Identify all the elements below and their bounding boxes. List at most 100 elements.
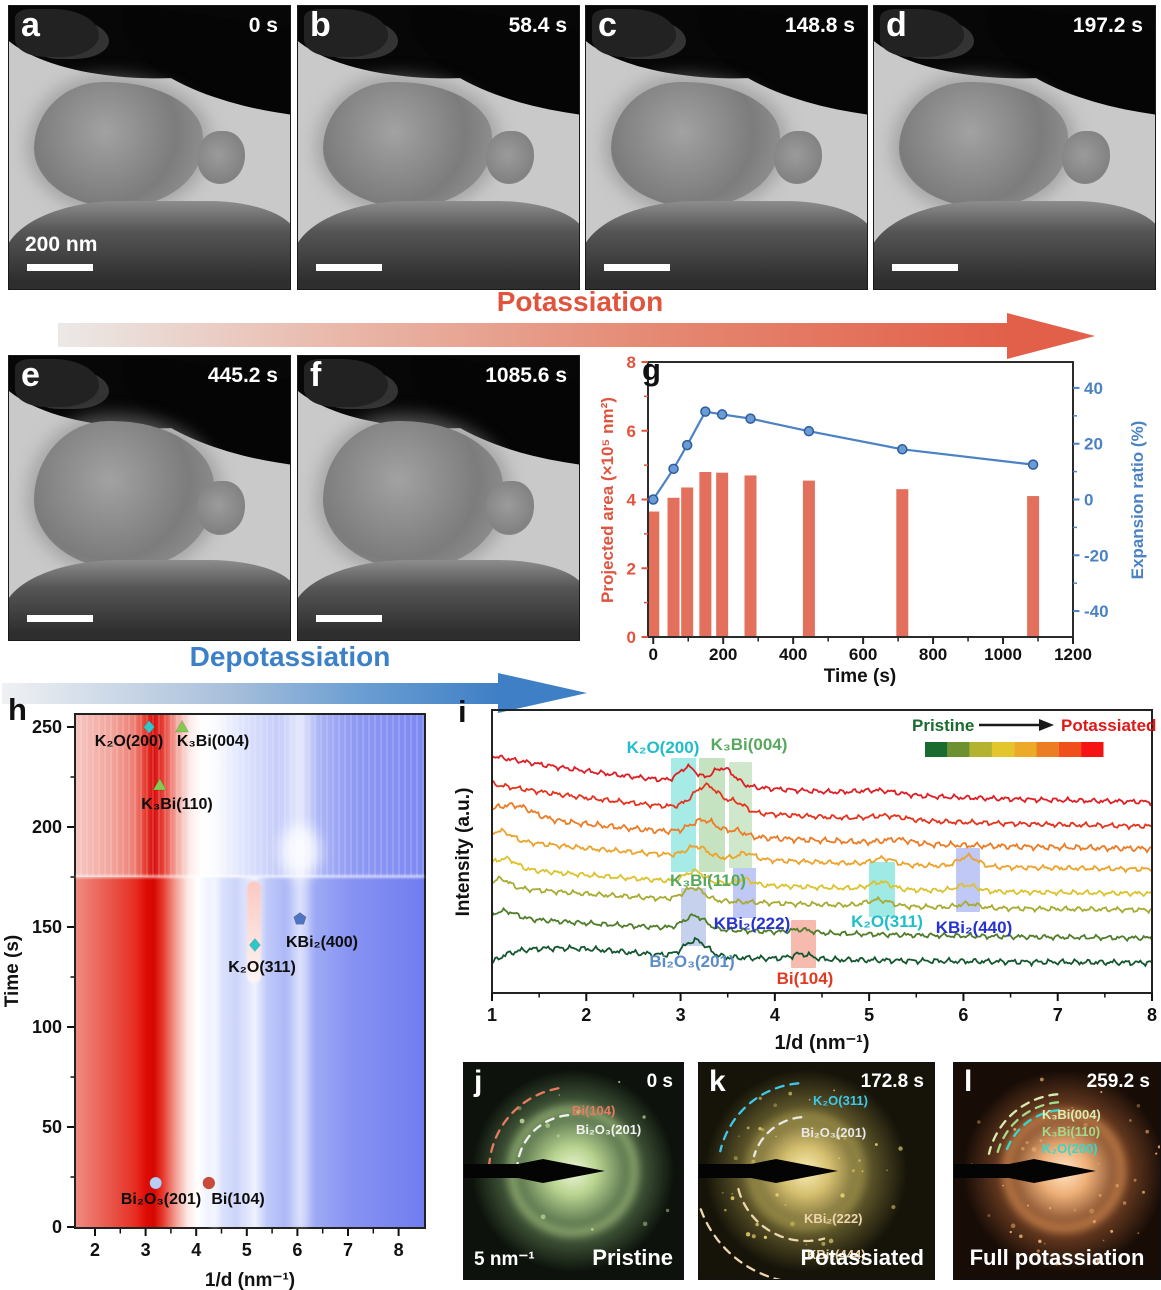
diffraction-spot <box>738 1135 740 1138</box>
y-tick-label: 200 <box>32 817 62 837</box>
highlight-band <box>699 758 725 872</box>
expansion-ratio-marker <box>700 406 711 417</box>
x-tick-label: 4 <box>770 1005 780 1025</box>
saed-panel-k: k 172.8 s Potassiated K₂O(311) Bi₂O₃(201… <box>698 1062 935 1280</box>
beam-stop <box>954 1159 1096 1183</box>
tem-particle-clump <box>14 8 99 57</box>
heatmap-white-blob <box>280 825 320 877</box>
bar-projected-area <box>744 475 757 637</box>
x-axis-title: 1/d (nm⁻¹) <box>205 1270 295 1290</box>
diffraction-spot <box>1157 1145 1160 1149</box>
diffraction-spot <box>1054 1115 1057 1118</box>
diffraction-spot <box>1155 1152 1158 1155</box>
diffraction-spot <box>758 1096 762 1100</box>
band-label: K₃Bi(004) <box>711 735 788 754</box>
diffraction-spot <box>1141 1190 1145 1194</box>
diffraction-spot <box>590 1228 594 1231</box>
diffraction-spot <box>1038 1239 1042 1244</box>
band-label: K₂O(200) <box>627 738 700 757</box>
tem-panel-b: b 58.4 s <box>297 5 580 290</box>
diffraction-spot <box>1054 1262 1059 1266</box>
x-tick-label: 8 <box>394 1240 404 1260</box>
diffraction-spot <box>558 1094 561 1096</box>
diffraction-spot <box>642 1221 648 1227</box>
diffraction-overlay <box>699 1082 903 1279</box>
expansion-ratio-marker <box>1027 459 1039 470</box>
band-label: Bi₂O₃(201) <box>649 952 734 971</box>
timestamp: 172.8 s <box>860 1071 924 1092</box>
expansion-chart: 0 200 400 600 800 1000 1200 0 2 4 6 8 -40 -20 0 20 40 Tim… <box>600 355 1147 687</box>
tem-panel-e: e 445.2 s <box>8 355 291 641</box>
ring-label: K₃Bi(110) <box>1042 1124 1101 1139</box>
ring-label: K₂O(311) <box>813 1093 868 1108</box>
diffraction-spot <box>837 1157 841 1160</box>
tem-particle <box>323 421 504 569</box>
diffraction-spot <box>755 1222 759 1227</box>
diffraction-spot <box>751 1159 756 1164</box>
tem-particle <box>34 82 203 207</box>
left-tick-label: 8 <box>627 355 636 372</box>
intensity-chart: K₂O(200) K₃Bi(004) K₃Bi(110) Bi₂O₃(201) KBi₂… <box>455 709 1157 1054</box>
highlight-band <box>729 762 752 868</box>
highlight-band <box>791 920 816 968</box>
right-axis-title: Expansion ratio (%) <box>1128 421 1147 580</box>
diffraction-spot <box>843 1137 847 1141</box>
right-tick-label: 20 <box>1084 435 1103 454</box>
phase-marker-diamond <box>143 720 155 734</box>
beam-stop <box>699 1159 838 1183</box>
phase-marker-label: K₂O(200) <box>95 733 163 750</box>
diffraction-spot <box>730 1196 735 1201</box>
x-tick-label: 6 <box>292 1240 302 1260</box>
highlight-band <box>671 758 696 872</box>
tem-particle-small <box>197 130 246 185</box>
right-tick-label: 40 <box>1084 379 1103 398</box>
legend-potassiated: Potassiated <box>1061 716 1156 735</box>
intensity-curve <box>493 936 1151 968</box>
y-tick-label: 0 <box>52 1217 62 1237</box>
legend-colorbar-segment <box>1058 742 1082 757</box>
diffraction-spot <box>775 1193 779 1197</box>
diffraction-spot <box>1074 1116 1076 1118</box>
diffraction-spot <box>833 1089 836 1092</box>
x-tick-label: 800 <box>919 645 947 664</box>
x-tick-label: 1 <box>487 1005 497 1025</box>
diffraction-spot <box>724 1208 727 1212</box>
arrow-head <box>498 673 587 713</box>
diffraction-spot <box>556 1134 560 1138</box>
tem-substrate <box>9 201 290 289</box>
diffraction-spot <box>1089 1208 1095 1214</box>
diffraction-spot <box>898 1146 903 1151</box>
scalebar <box>27 615 93 622</box>
x-tick-label: 400 <box>779 645 807 664</box>
timestamp: 148.8 s <box>784 14 855 37</box>
diffraction-spot <box>576 1109 581 1114</box>
panel-letter-g: g <box>642 352 661 387</box>
tem-panel-c: c 148.8 s <box>585 5 868 290</box>
band-label: Bi(104) <box>777 969 834 988</box>
tem-substrate <box>9 560 290 640</box>
legend-colorbar-segment <box>1081 742 1104 757</box>
phase-marker-label: KBi₂(400) <box>286 934 358 951</box>
left-tick-label: 4 <box>627 491 637 510</box>
diffraction-spot <box>721 1191 724 1194</box>
right-tick-label: -20 <box>1084 546 1109 565</box>
diffraction-spot <box>1145 1129 1149 1134</box>
y-axis-title: Intensity (a.u.) <box>455 788 474 917</box>
tem-particle <box>34 421 215 569</box>
scalebar <box>27 264 93 271</box>
diffraction-spot <box>746 1126 750 1130</box>
scalebar <box>892 264 958 271</box>
saed-panel-l: l 259.2 s Full potassiation K₃Bi(004) K₃… <box>953 1062 1161 1280</box>
intensity-curve <box>493 801 1151 854</box>
legend-arrow-head <box>1039 719 1054 731</box>
diffraction-spot <box>1013 1127 1017 1131</box>
diffraction-spot <box>1092 1220 1096 1224</box>
ring-arc <box>516 1114 570 1166</box>
x-tick-label: 200 <box>709 645 737 664</box>
band-label: K₃Bi(110) <box>670 871 746 890</box>
tem-particle-small <box>486 130 535 185</box>
diffraction-spot <box>835 1134 841 1140</box>
timestamp: 445.2 s <box>207 364 278 387</box>
x-tick-label: 4 <box>191 1240 201 1260</box>
diffraction-spot <box>790 1221 795 1227</box>
